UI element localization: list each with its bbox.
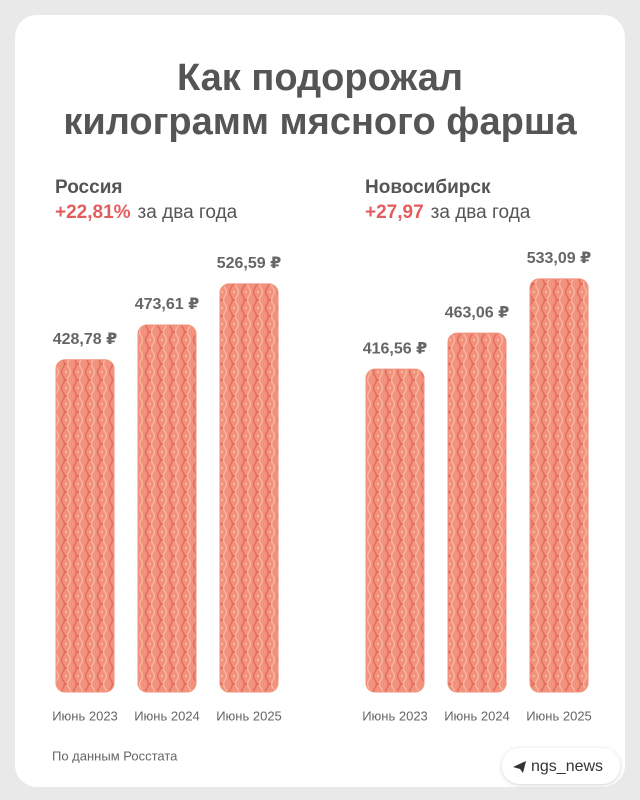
x-tick-label: Июнь 2024 xyxy=(134,708,200,723)
credit: ngs_news xyxy=(531,758,603,775)
value-label: 473,61 ₽ xyxy=(135,296,200,313)
x-tick-label: Июнь 2025 xyxy=(526,708,592,723)
title: Как подорожал xyxy=(177,57,463,99)
badge xyxy=(502,748,620,784)
change-note: за два года xyxy=(138,202,238,223)
title: килограмм мясного фарша xyxy=(63,101,577,143)
x-tick-label: Июнь 2024 xyxy=(444,708,510,723)
value-label: 526,59 ₽ xyxy=(217,255,282,272)
bar xyxy=(365,368,425,693)
telegram-icon xyxy=(513,761,526,773)
change: +27,97 за два года xyxy=(365,202,531,223)
change: +22,81% за два года xyxy=(55,202,238,223)
change-value: +27,97 xyxy=(365,202,424,223)
x-tick-label: Июнь 2023 xyxy=(52,708,118,723)
bar xyxy=(529,278,589,693)
bar xyxy=(447,332,507,693)
x-tick-label: Июнь 2023 xyxy=(362,708,428,723)
chart-title: Россия xyxy=(55,177,122,198)
change-note: за два года xyxy=(431,202,531,223)
value-label: 428,78 ₽ xyxy=(53,331,118,348)
bar xyxy=(219,283,279,693)
source: По данным Росстата xyxy=(52,748,178,763)
bar xyxy=(137,324,197,693)
value-label: 533,09 ₽ xyxy=(527,250,592,267)
value-label: 463,06 ₽ xyxy=(445,304,510,321)
value-label: 416,56 ₽ xyxy=(363,340,428,357)
bar xyxy=(55,359,115,693)
credit-badge[interactable]: ngs_news xyxy=(502,748,620,784)
chart-title: Новосибирск xyxy=(365,177,491,198)
change-value: +22,81% xyxy=(55,202,131,223)
x-tick-label: Июнь 2025 xyxy=(216,708,282,723)
